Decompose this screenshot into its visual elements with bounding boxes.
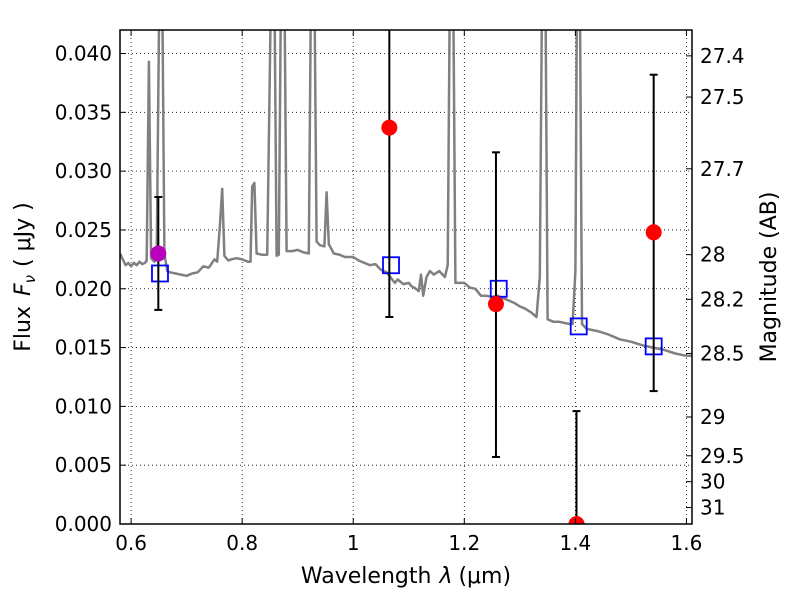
x-tick-label: 1.2 bbox=[448, 531, 480, 555]
y-tick-label: 0.040 bbox=[55, 42, 112, 66]
y-tick-label: 0.015 bbox=[55, 336, 112, 360]
y-tick-label: 0.005 bbox=[55, 453, 112, 477]
y2-tick-label: 31 bbox=[700, 496, 725, 520]
model-square-marker bbox=[382, 256, 400, 275]
observed-point bbox=[568, 516, 585, 524]
y-tick-label: 0.020 bbox=[55, 277, 112, 301]
y2-tick-label: 28.2 bbox=[700, 287, 745, 311]
x-tick-label: 0.6 bbox=[115, 531, 147, 555]
observed-point bbox=[645, 224, 662, 241]
y-tick-label: 0.010 bbox=[55, 394, 112, 418]
y-tick-label: 0.000 bbox=[55, 512, 112, 536]
x-axis-label: Wavelength λ (μm) bbox=[301, 564, 511, 589]
plot-frame bbox=[119, 29, 693, 525]
y2-axis-label: Magnitude (AB) bbox=[757, 192, 782, 363]
plot-area bbox=[120, 30, 692, 524]
observed-point bbox=[381, 119, 398, 136]
observed-point bbox=[150, 245, 167, 262]
y2-tick-label: 27.7 bbox=[700, 157, 745, 181]
y2-tick-label: 28.5 bbox=[700, 341, 745, 365]
y2-tick-label: 29 bbox=[700, 405, 725, 429]
observed-point bbox=[487, 296, 504, 313]
x-tick-label: 0.8 bbox=[226, 531, 258, 555]
model-square-marker bbox=[569, 317, 588, 336]
model-square-marker bbox=[151, 264, 169, 283]
y2-tick-label: 28 bbox=[700, 243, 725, 267]
y2-tick-label: 29.5 bbox=[700, 444, 745, 468]
y-tick-label: 0.035 bbox=[55, 100, 112, 124]
y-tick-label: 0.025 bbox=[55, 218, 112, 242]
x-tick-label: 1.6 bbox=[671, 531, 703, 555]
y2-tick-label: 27.5 bbox=[700, 85, 745, 109]
y-axis-label: FluxFν( μJy ) bbox=[11, 202, 39, 351]
spectrum-line bbox=[120, 30, 692, 358]
y2-tick-label: 30 bbox=[700, 470, 725, 494]
y-tick-label: 0.030 bbox=[55, 159, 112, 183]
grid bbox=[120, 30, 692, 525]
ticks: 0.6 0.8 1 1.2 1.4 1.6 0.000 0.005 0.010 0.015 0.02… bbox=[55, 30, 745, 555]
x-tick-label: 1.4 bbox=[559, 531, 591, 555]
x-tick-label: 1 bbox=[347, 531, 360, 555]
y2-tick-label: 27.4 bbox=[700, 44, 745, 68]
